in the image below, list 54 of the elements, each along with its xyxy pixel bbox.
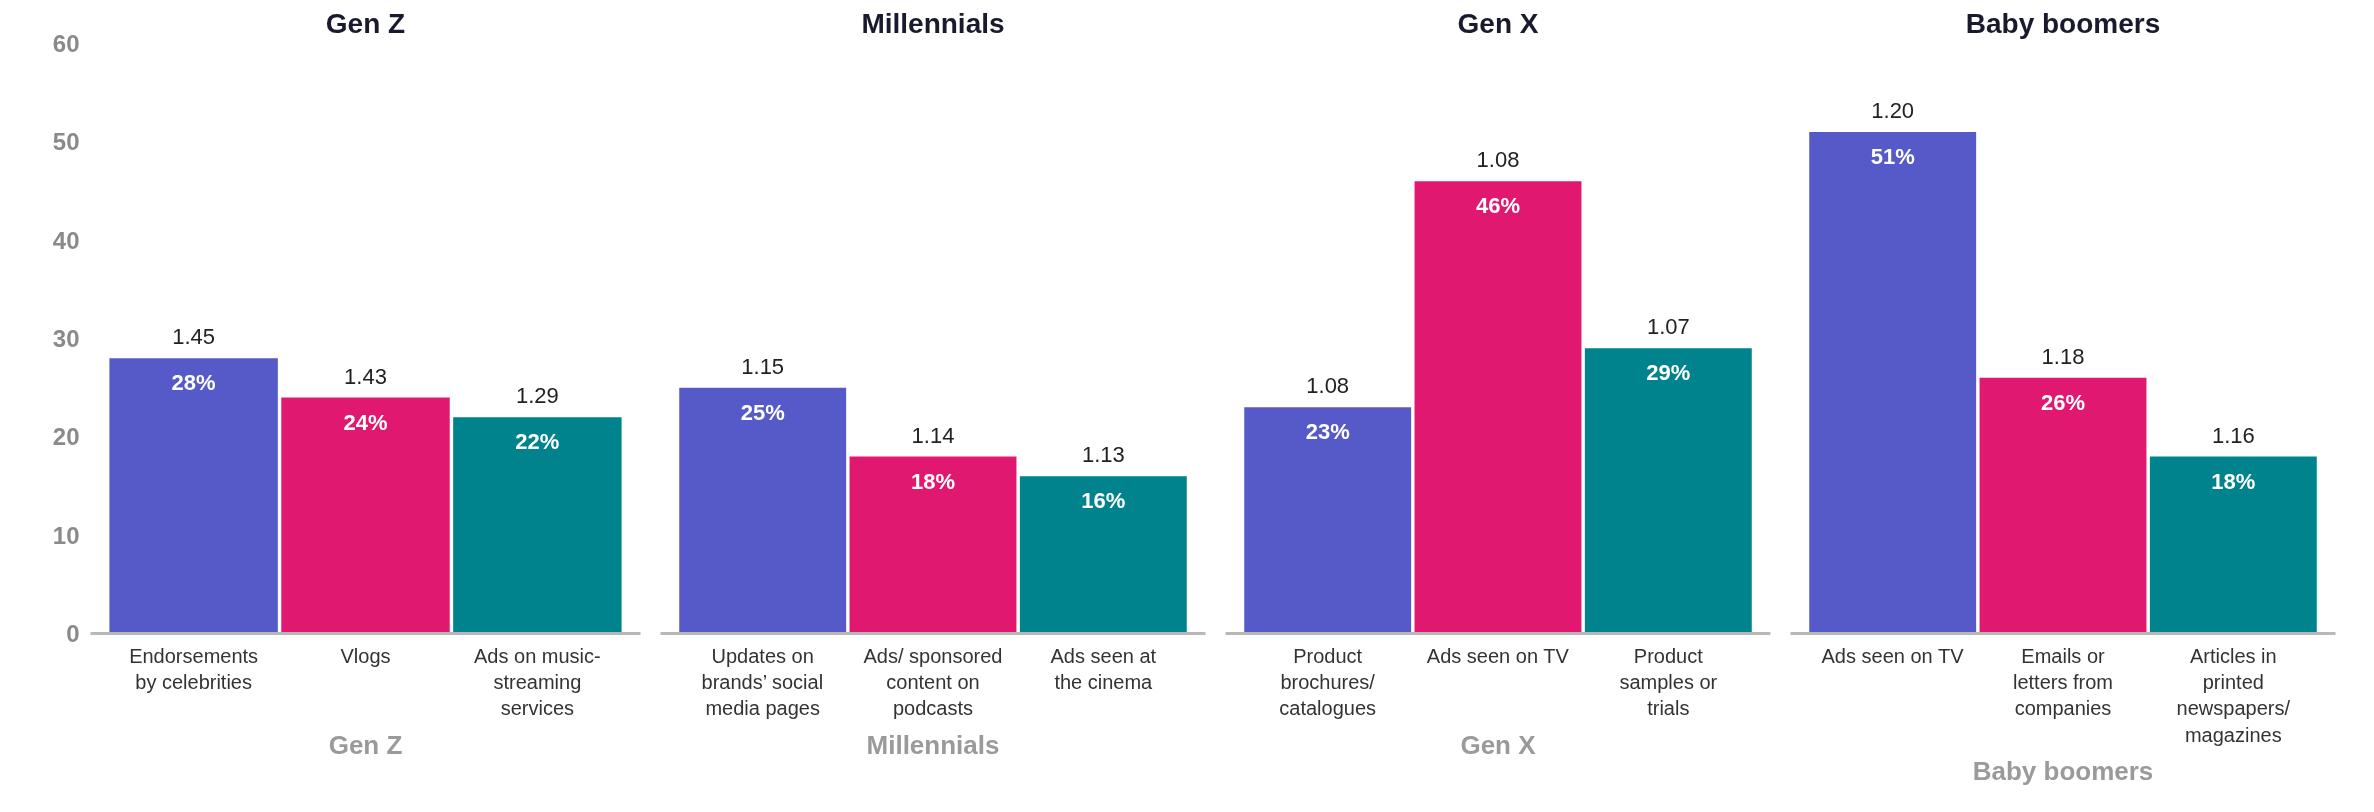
annotation: 1.18 (2041, 343, 2085, 369)
data-label: 28% (171, 370, 216, 396)
y-tick-label: 60 (52, 30, 80, 57)
x-tick-label: Updates on brands’ social media pages (701, 644, 824, 720)
data-label: 18% (2211, 468, 2256, 494)
annotation: 1.08 (1306, 373, 1350, 399)
annotation: 1.15 (741, 353, 785, 379)
chart-title: Baby boomers (1965, 7, 2161, 39)
bar (453, 417, 622, 634)
text: Gen X (1460, 729, 1537, 760)
chart-title: Millennials (861, 7, 1005, 39)
x-tick-label: Ads/ sponsored content on podcasts (863, 644, 1003, 720)
y-tick-label: 50 (52, 128, 80, 156)
annotation: 1.07 (1646, 314, 1690, 340)
y-tick-label: 20 (52, 423, 80, 451)
text: Gen Z (328, 729, 403, 760)
annotation: 1.13 (1081, 442, 1125, 468)
x-tick-label: Endorsements by celebrities (129, 644, 259, 693)
data-label: 25% (740, 399, 785, 425)
x-tick-label: Ads seen at the cinema (1050, 644, 1157, 693)
annotation: 1.20 (1871, 98, 1915, 123)
data-label: 18% (910, 468, 956, 494)
annotation: 1.16 (2211, 422, 2255, 448)
x-tick-label: Ads seen on TV (1821, 644, 1965, 667)
x-tick-label: Emails or letters from companies (2012, 644, 2114, 720)
x-tick-label: Vlogs (340, 644, 391, 667)
annotation: 1.43 (344, 363, 387, 389)
annotation: 1.29 (515, 383, 559, 409)
annotation: 1.14 (911, 422, 955, 448)
annotation: 1.08 (1476, 147, 1520, 173)
data-label: 29% (1646, 360, 1691, 386)
bar (109, 358, 278, 634)
data-label: 22% (515, 429, 560, 455)
text: Millennials (866, 729, 1000, 760)
data-label: 51% (1870, 144, 1915, 169)
y-tick-label: 30 (52, 325, 80, 352)
x-tick-label: Ads on music-streaming services (474, 644, 601, 720)
x-tick-label: Product brochures/ catalogues (1279, 644, 1377, 720)
annotation: 1.45 (172, 324, 216, 350)
y-tick-label: 40 (52, 226, 80, 254)
y-tick-label: 0 (66, 620, 80, 647)
data-label: 16% (1081, 488, 1126, 514)
x-tick-label: Articles in printed newspapers/ magazines (2176, 644, 2291, 746)
y-tick-label: 10 (52, 521, 80, 549)
x-tick-label: Ads seen on TV (1426, 644, 1570, 667)
data-label: 46% (1475, 193, 1521, 219)
x-tick-label: Product samples or trials (1619, 644, 1718, 720)
chart-title: Gen Z (325, 7, 406, 39)
chart-title: Gen X (1457, 7, 1539, 39)
text: Baby boomers (1972, 755, 2154, 786)
data-label: 24% (343, 409, 388, 435)
data-label: 23% (1305, 419, 1350, 445)
bar (281, 397, 450, 634)
data-label: 26% (2040, 389, 2086, 415)
